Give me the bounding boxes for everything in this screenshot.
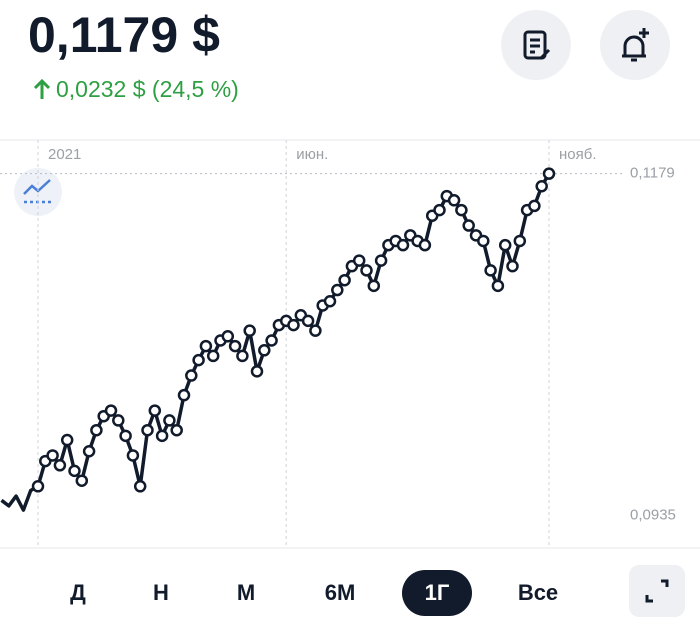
point bbox=[177, 388, 191, 402]
point bbox=[243, 324, 256, 337]
point bbox=[491, 279, 505, 293]
point bbox=[75, 474, 89, 487]
x-tick-label: 2021 bbox=[48, 146, 81, 163]
point bbox=[513, 234, 527, 248]
point bbox=[506, 259, 519, 273]
point bbox=[352, 254, 366, 267]
alert-button[interactable] bbox=[600, 10, 670, 80]
price-change: 0,0232 $ (24,5 %) bbox=[56, 76, 239, 102]
point bbox=[148, 404, 162, 417]
point bbox=[199, 339, 213, 353]
period-tab[interactable]: 1Г bbox=[402, 570, 472, 616]
point bbox=[331, 283, 344, 297]
point bbox=[360, 264, 373, 277]
point bbox=[309, 324, 322, 337]
y-tick-label: 0,0935 bbox=[630, 507, 676, 524]
point bbox=[447, 194, 461, 207]
point bbox=[221, 330, 235, 343]
point bbox=[228, 339, 242, 353]
point bbox=[498, 238, 512, 252]
point bbox=[528, 199, 541, 213]
point bbox=[53, 459, 67, 472]
point bbox=[455, 203, 468, 217]
up-arrow bbox=[33, 79, 51, 99]
point bbox=[90, 423, 103, 437]
expand-button[interactable] bbox=[629, 565, 685, 617]
point bbox=[250, 365, 264, 378]
point bbox=[163, 414, 176, 427]
point bbox=[119, 429, 132, 443]
chart: 2021 июн. нояб. 0,0935 0,1179 bbox=[0, 139, 700, 549]
point bbox=[258, 344, 271, 357]
point bbox=[338, 273, 351, 287]
point bbox=[155, 429, 169, 443]
point bbox=[206, 349, 220, 363]
point bbox=[287, 318, 300, 332]
notes-button[interactable] bbox=[501, 10, 571, 80]
point bbox=[133, 480, 147, 493]
x-tick-label: июн. bbox=[296, 146, 328, 163]
point bbox=[68, 464, 81, 478]
period-tab[interactable]: Н bbox=[153, 580, 169, 605]
point bbox=[484, 264, 497, 277]
point bbox=[535, 180, 548, 193]
point bbox=[462, 219, 475, 232]
point bbox=[82, 445, 96, 458]
point bbox=[46, 449, 59, 462]
point bbox=[374, 254, 388, 267]
point bbox=[301, 314, 315, 328]
point bbox=[31, 480, 45, 493]
point bbox=[367, 279, 381, 293]
point bbox=[477, 234, 490, 248]
point bbox=[141, 423, 154, 437]
point bbox=[60, 433, 74, 447]
point bbox=[396, 238, 410, 252]
point bbox=[112, 414, 125, 427]
point bbox=[185, 369, 198, 382]
price: 0,1179 $ bbox=[28, 7, 220, 63]
period-tab[interactable]: Все bbox=[517, 580, 559, 605]
point bbox=[104, 404, 118, 417]
point bbox=[170, 423, 183, 437]
point bbox=[418, 238, 432, 252]
y-tick-label: 0,1179 bbox=[630, 165, 675, 182]
point bbox=[236, 349, 249, 363]
period-tab[interactable]: М bbox=[236, 580, 256, 605]
period-tab[interactable]: 6М bbox=[324, 580, 356, 605]
point bbox=[433, 203, 446, 217]
point bbox=[323, 294, 337, 308]
point bbox=[265, 334, 278, 347]
period-tab[interactable]: Д bbox=[70, 580, 86, 605]
x-tick-label: нояб. bbox=[559, 146, 597, 163]
point bbox=[192, 353, 205, 367]
point bbox=[126, 449, 140, 462]
point bbox=[542, 167, 556, 180]
